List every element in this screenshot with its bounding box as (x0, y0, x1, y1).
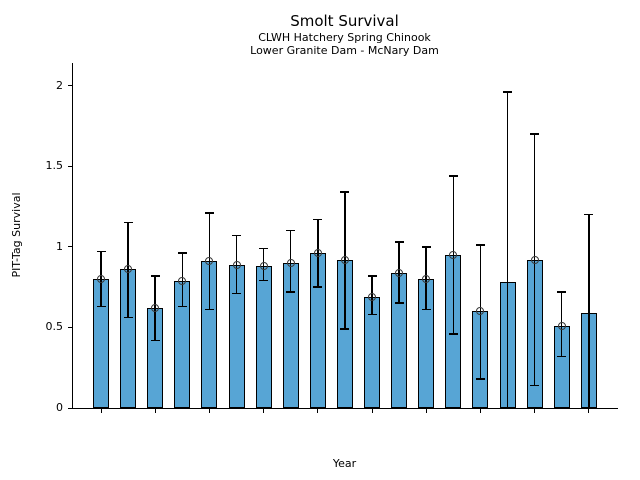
error-cap-bottom-2022 (530, 384, 540, 387)
marker-2012 (259, 262, 268, 271)
marker-2019 (449, 250, 458, 259)
marker-2014 (313, 249, 322, 258)
error-cap-bottom-2012 (259, 279, 269, 282)
y-tick-label-0: 0 (56, 401, 63, 414)
chart-title: Smolt Survival (290, 12, 399, 30)
error-cap-top-2022 (530, 133, 540, 135)
error-cap-bottom-2011 (232, 292, 241, 295)
x-tick-2016 (371, 409, 373, 413)
error-cap-top-2016 (367, 275, 377, 277)
error-cap-bottom-2007 (123, 316, 133, 319)
y-tick-2 (68, 85, 72, 87)
x-tick-2014 (317, 409, 319, 413)
x-tick-2018 (425, 409, 427, 413)
error-cap-top-2015 (340, 191, 350, 193)
marker-2011 (232, 260, 241, 269)
error-cap-top-2020 (475, 244, 485, 246)
x-tick-2012 (263, 409, 265, 413)
y-tick-0.5 (68, 326, 72, 328)
error-cap-bottom-2023 (557, 355, 567, 358)
error-bar-2024 (588, 214, 590, 408)
x-axis-label: Year (332, 457, 357, 470)
y-tick-1 (68, 246, 72, 248)
x-tick-2006 (100, 409, 102, 413)
marker-2020 (476, 307, 485, 316)
plot-area: 00.511.522006200820102012201420162018202… (46, 63, 618, 414)
error-cap-top-2019 (448, 175, 458, 177)
error-cap-top-2014 (313, 218, 323, 221)
error-cap-bottom-2016 (367, 313, 377, 316)
x-tick-2020 (479, 409, 481, 413)
error-cap-top-2012 (259, 247, 269, 250)
marker-2008 (151, 304, 160, 313)
marker-2022 (530, 255, 539, 264)
y-tick-label-2: 2 (56, 78, 63, 92)
error-cap-bottom-2008 (150, 339, 160, 342)
marker-2017 (395, 268, 404, 277)
error-cap-bottom-2014 (313, 286, 323, 288)
error-cap-bottom-2009 (177, 305, 187, 308)
chart-subtitle-line1: CLWH Hatchery Spring Chinook (258, 31, 431, 44)
error-cap-bottom-2013 (286, 291, 296, 293)
y-tick-1.5 (68, 165, 72, 167)
error-cap-top-2007 (123, 221, 133, 224)
y-tick-label-1: 1 (56, 239, 63, 253)
y-tick-0 (68, 407, 72, 409)
marker-2023 (557, 321, 566, 330)
error-cap-bottom-2017 (394, 302, 404, 304)
title-block: Smolt Survival CLWH Hatchery Spring Chin… (72, 12, 617, 57)
error-cap-top-2024 (584, 213, 594, 216)
error-cap-top-2006 (96, 250, 106, 253)
error-cap-bottom-2006 (96, 305, 106, 308)
error-cap-top-2010 (204, 212, 214, 214)
x-tick-2008 (154, 409, 156, 413)
error-cap-top-2011 (232, 234, 241, 237)
marker-2015 (340, 255, 349, 264)
error-cap-top-2017 (394, 241, 404, 243)
error-cap-top-2021 (503, 91, 512, 93)
error-cap-top-2008 (150, 275, 160, 277)
marker-2010 (205, 257, 214, 266)
marker-2013 (286, 258, 295, 267)
error-cap-top-2013 (286, 229, 296, 232)
marker-2009 (178, 276, 187, 285)
error-cap-top-2009 (177, 252, 187, 254)
y-axis-label: PIT-Tag Survival (10, 192, 23, 278)
error-cap-bottom-2020 (475, 378, 485, 380)
error-cap-top-2018 (421, 246, 431, 248)
error-cap-bottom-2015 (340, 328, 350, 330)
error-cap-bottom-2018 (421, 308, 431, 311)
marker-2007 (124, 265, 133, 274)
y-tick-label-1.5: 1.5 (45, 159, 64, 173)
marker-2016 (368, 292, 376, 301)
marker-2018 (422, 275, 431, 284)
x-tick-2024 (588, 409, 590, 413)
x-tick-2022 (534, 409, 536, 413)
error-cap-bottom-2019 (448, 333, 458, 335)
bar-2012 (255, 266, 272, 408)
y-tick-label-0.5: 0.5 (45, 320, 64, 334)
chart-subtitle-line2: Lower Granite Dam - McNary Dam (250, 44, 439, 57)
marker-2006 (97, 275, 105, 284)
error-bar-2021 (506, 92, 509, 408)
x-tick-2010 (208, 409, 210, 413)
error-cap-bottom-2010 (204, 308, 214, 311)
error-cap-top-2023 (557, 291, 567, 293)
